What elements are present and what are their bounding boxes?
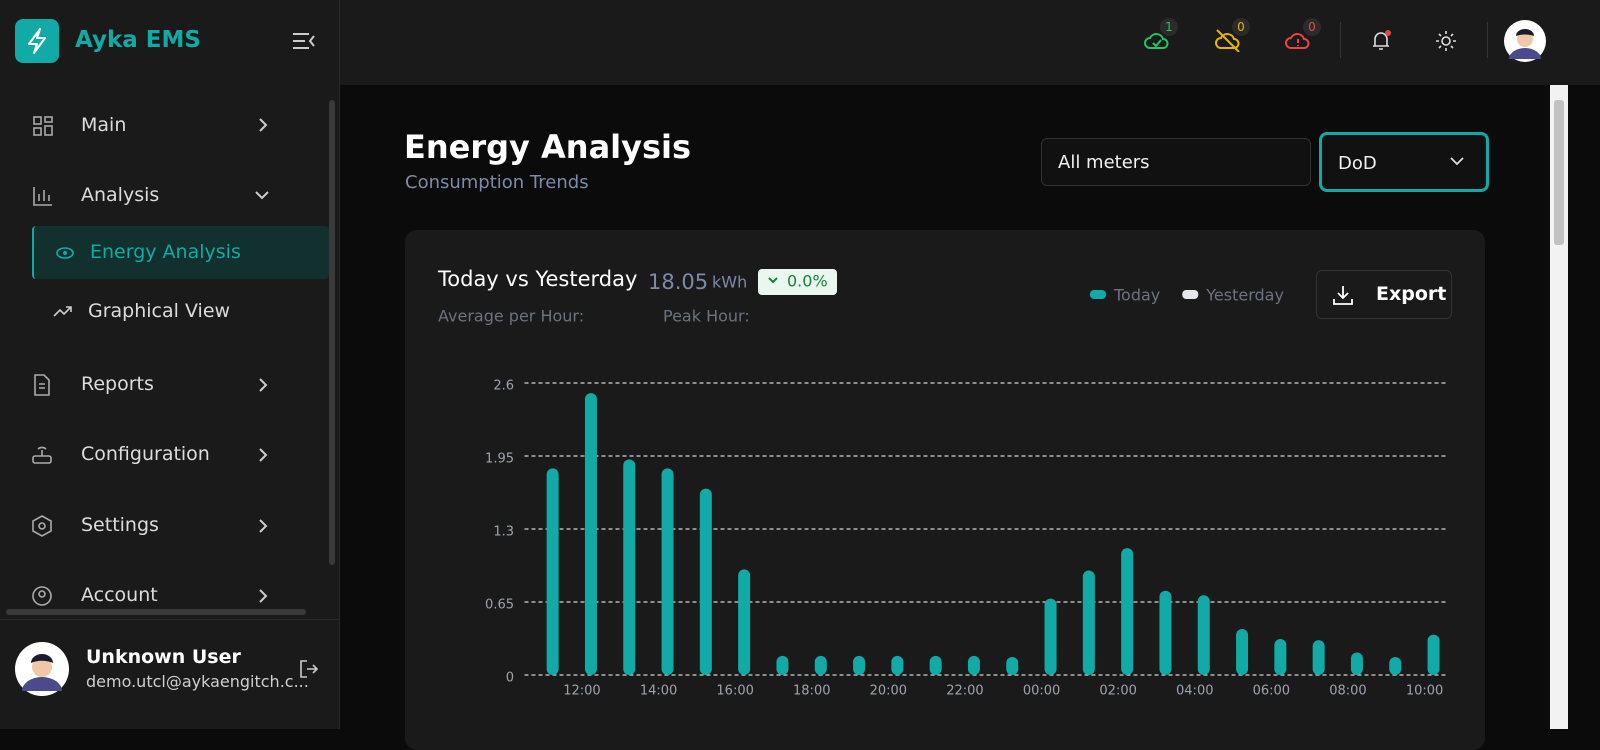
nav-icon bbox=[32, 586, 52, 606]
logout[interactable] bbox=[299, 659, 319, 679]
badge: 0 bbox=[1232, 18, 1250, 36]
chevron bbox=[259, 519, 268, 533]
chevron bbox=[259, 448, 268, 462]
nav-item[interactable]: Settings bbox=[81, 514, 159, 536]
avatar[interactable] bbox=[1503, 19, 1547, 63]
chevron bbox=[259, 118, 268, 132]
badge: 0 bbox=[1303, 18, 1321, 36]
nav-item[interactable]: Reports bbox=[81, 373, 154, 395]
export-label[interactable]: Export bbox=[1376, 283, 1447, 305]
chevron bbox=[259, 378, 268, 392]
status-icon[interactable] bbox=[1215, 28, 1241, 52]
divider bbox=[0, 619, 339, 620]
page-scrollbar[interactable] bbox=[1550, 85, 1568, 729]
scrollbar[interactable] bbox=[6, 609, 306, 615]
avatar[interactable] bbox=[14, 641, 70, 697]
nav-icon bbox=[56, 247, 74, 259]
user-name: Unknown User bbox=[86, 646, 241, 668]
theme-toggle[interactable] bbox=[1435, 30, 1457, 52]
sidebar: Ayka EMS Main Analysis Energy Analysis G… bbox=[0, 0, 340, 729]
status-icon[interactable] bbox=[1285, 28, 1311, 52]
chevron bbox=[1450, 157, 1464, 166]
topbar: 1 0 0 bbox=[340, 0, 1600, 85]
nav-icon bbox=[33, 116, 53, 136]
chevron bbox=[259, 589, 268, 603]
divider bbox=[1340, 22, 1341, 58]
nav-icon bbox=[34, 374, 50, 396]
nav-item[interactable]: Configuration bbox=[81, 443, 210, 465]
period-select[interactable]: DoD bbox=[1319, 132, 1489, 192]
nav-item[interactable]: Analysis bbox=[81, 184, 160, 206]
badge: 1 bbox=[1160, 18, 1178, 36]
page-subtitle: Consumption Trends bbox=[405, 172, 589, 193]
nav-item[interactable]: Account bbox=[81, 584, 158, 606]
nav-icon bbox=[53, 306, 72, 317]
nav-icon bbox=[32, 515, 52, 537]
logo[interactable] bbox=[15, 19, 59, 63]
status-icon[interactable] bbox=[1144, 28, 1170, 52]
notifications[interactable] bbox=[1370, 29, 1394, 53]
meter-select[interactable]: All meters bbox=[1041, 138, 1311, 186]
nav-item[interactable]: Energy Analysis bbox=[90, 241, 241, 263]
user-email: demo.utcl@aykaengitch.c... bbox=[86, 672, 309, 691]
nav-icon bbox=[32, 446, 52, 464]
brand: Ayka EMS bbox=[75, 27, 201, 53]
export-button[interactable]: Export bbox=[1316, 270, 1452, 319]
page-title: Energy Analysis bbox=[404, 128, 692, 166]
chevron bbox=[255, 191, 269, 200]
menu-toggle[interactable] bbox=[292, 32, 316, 50]
scrollbar[interactable] bbox=[329, 100, 335, 565]
divider bbox=[1487, 22, 1488, 58]
nav-item[interactable]: Graphical View bbox=[88, 300, 231, 322]
nav-icon bbox=[33, 187, 52, 206]
active-item[interactable] bbox=[32, 226, 329, 279]
nav-item[interactable]: Main bbox=[81, 114, 127, 136]
